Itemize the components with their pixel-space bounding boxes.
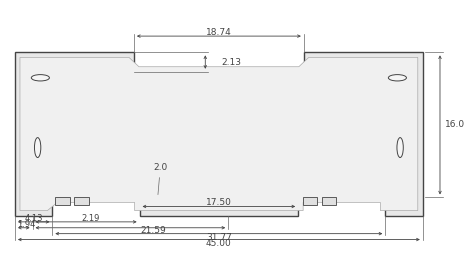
Ellipse shape	[388, 75, 407, 81]
Text: 2.19: 2.19	[82, 214, 100, 223]
Text: 17.50: 17.50	[206, 198, 232, 207]
Text: 2.0: 2.0	[153, 163, 167, 195]
Text: 2.13: 2.13	[221, 58, 242, 66]
Polygon shape	[15, 52, 423, 216]
Text: 18.74: 18.74	[206, 28, 232, 37]
Text: 21.59: 21.59	[140, 226, 166, 235]
Bar	[322, 198, 336, 205]
Bar	[74, 198, 89, 205]
Text: 4.13: 4.13	[25, 214, 43, 223]
Ellipse shape	[35, 138, 41, 158]
Text: 1.94: 1.94	[18, 220, 36, 229]
Text: 16.0: 16.0	[446, 120, 465, 129]
Ellipse shape	[31, 75, 49, 81]
Ellipse shape	[397, 138, 403, 158]
Polygon shape	[20, 57, 418, 211]
Bar	[55, 198, 70, 205]
Text: 45.00: 45.00	[206, 239, 232, 248]
Text: 31.77: 31.77	[206, 233, 232, 242]
Bar	[303, 198, 317, 205]
